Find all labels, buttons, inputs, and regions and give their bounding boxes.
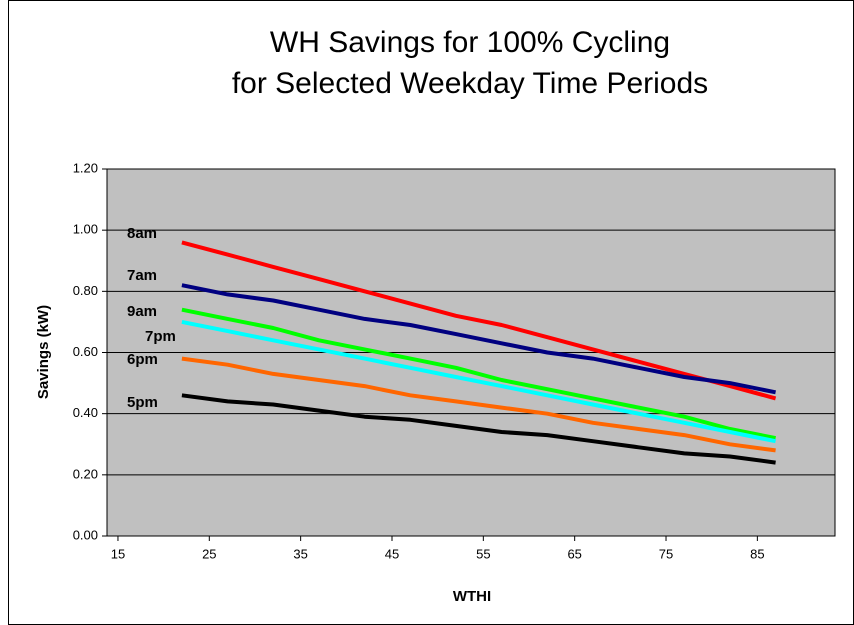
x-tick-label: 75	[659, 546, 673, 561]
plot-border	[106, 168, 836, 537]
y-tick-label: 0.20	[73, 466, 98, 481]
x-tick-label: 65	[567, 546, 581, 561]
x-axis-label: WTHI	[453, 588, 491, 605]
x-tick-label: 35	[293, 546, 307, 561]
series-label: 6pm	[127, 351, 158, 368]
series-line	[181, 240, 777, 401]
chart-title: WH Savings for 100% Cycling	[270, 26, 670, 59]
y-tick-label: 0.40	[73, 405, 98, 420]
series-label: 8am	[127, 225, 157, 242]
series-line	[181, 283, 776, 395]
series-line	[181, 393, 776, 465]
series-label: 5pm	[127, 394, 158, 411]
y-tick-label: 1.20	[73, 160, 98, 175]
chart-title: for Selected Weekday Time Periods	[232, 67, 708, 100]
y-tick-label: 1.00	[73, 222, 98, 237]
series-line	[181, 319, 776, 444]
y-tick-label: 0.60	[73, 344, 98, 359]
y-tick-label: 0.80	[73, 283, 98, 298]
y-tick-label: 0.00	[73, 527, 98, 542]
x-tick-label: 15	[111, 546, 125, 561]
series-line	[181, 356, 776, 453]
x-tick-label: 25	[202, 546, 216, 561]
y-axis-label: Savings (kW)	[35, 305, 52, 399]
series-line	[181, 307, 776, 441]
x-tick-label: 55	[476, 546, 490, 561]
x-tick-label: 45	[385, 546, 399, 561]
x-tick-label: 85	[750, 546, 764, 561]
series-label: 7pm	[145, 328, 176, 345]
series-label: 7am	[127, 267, 157, 284]
series-label: 9am	[127, 303, 157, 320]
